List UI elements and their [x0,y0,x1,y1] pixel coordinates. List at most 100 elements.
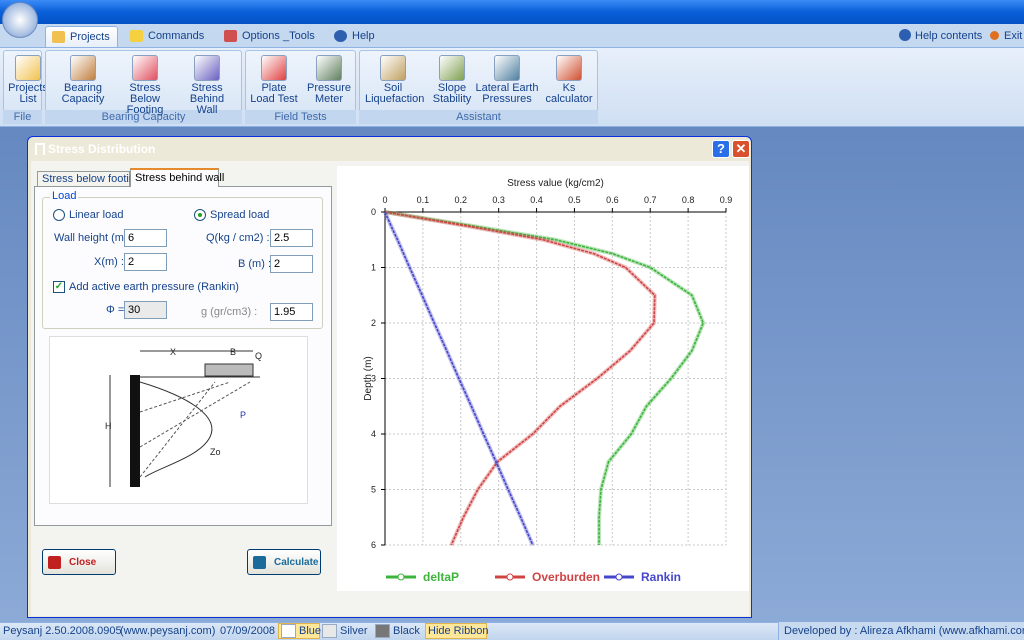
status-item: (www.peysanj.com) [120,625,216,637]
ribbon-button[interactable]: Bearing Capacity [58,53,108,109]
checkbox-label[interactable]: Add active earth pressure (Rankin) [69,281,239,293]
field-label: g (gr/cm3) : [201,306,258,318]
footing [204,363,254,377]
dialog-icon [35,143,45,155]
text-input[interactable]: 2 [270,255,313,273]
ribbon-button-label: Soil Liquefaction [365,82,425,105]
ribbon-button-label: Ks calculator [545,82,593,105]
tab-label: Help [352,30,375,42]
ribbon-button-label: Bearing Capacity [61,82,105,105]
close-button[interactable]: Close [42,549,116,575]
radio-button[interactable] [53,209,65,221]
y-tick-label: 3 [371,374,376,384]
legend-label: Overburden [532,570,600,584]
ribbon-group-label: Field Tests [245,110,356,124]
dashed-line [139,381,251,448]
theme-label[interactable]: Blue [299,625,322,637]
x-tick-label: 0.6 [606,195,619,205]
text-input[interactable]: 6 [124,229,167,247]
hide-ribbon[interactable]: Hide Ribbon [425,623,489,639]
status-item: 07/09/2008 [220,625,276,637]
ribbon-button[interactable]: Stress Below Footing [113,53,177,116]
ribbon-tab[interactable]: Commands [124,26,212,48]
ribbon-group-label: File [3,110,42,124]
radio-button[interactable] [194,209,206,221]
series-line [384,211,656,546]
ribbon-button[interactable]: Slope Stability [430,53,474,109]
wall [130,375,140,487]
ribbon-button-icon [494,55,520,81]
theme-label[interactable]: Black [393,625,420,637]
field-label: Q(kg / cm2) : [206,232,270,244]
exit[interactable]: Exit [1004,30,1023,42]
figure-label: Q [255,351,262,361]
chart-area: Stress value (kg/cm2) Depth (m) 0 0.1 0.2 0.3… [337,166,749,591]
series-line [384,211,534,546]
figure-label: Zo [210,447,221,457]
ribbon-button-label: Projects List [8,82,48,105]
figure: X B Q P H Zo [49,336,308,504]
button-label: Calculate [274,557,319,568]
figure-label: X [170,347,176,357]
ribbon-tab[interactable]: Help [328,26,384,48]
tab-inactive[interactable]: Stress below footing [37,171,141,187]
linear-load-label[interactable]: Linear load [69,209,124,221]
ribbon-button[interactable]: Stress Behind Wall [178,53,236,116]
ribbon-tab[interactable]: Projects [45,26,118,48]
app-orb[interactable] [2,2,38,38]
spread-load-label[interactable]: Spread load [210,209,270,221]
ribbon-button[interactable]: Lateral Earth Pressures [475,53,539,109]
ribbon-button-icon [556,55,582,81]
tab-icon [224,30,237,42]
y-tick-label: 2 [371,318,376,328]
y-tick-label: 6 [371,540,376,550]
y-tick-label: 5 [371,485,376,495]
calculate-button[interactable]: Calculate [247,549,321,575]
series-line [384,211,705,545]
ribbon-button-label: Lateral Earth Pressures [475,82,539,105]
text-input[interactable]: 2.5 [270,229,313,247]
ribbon-button[interactable]: Ks calculator [543,53,595,109]
y-tick-label: 0 [371,207,376,217]
text-input[interactable]: 30 [124,301,167,319]
theme-swatch[interactable] [281,624,296,638]
ribbon-button[interactable]: Pressure Meter [304,53,354,109]
theme-swatch[interactable] [322,624,337,638]
x-tick-label: 0.9 [720,195,733,205]
ribbon-tab[interactable]: Options _Tools [218,26,320,48]
exit-icon[interactable] [990,31,999,40]
checkbox[interactable]: ✓ [53,281,65,293]
ribbon-button[interactable]: Plate Load Test [250,53,298,109]
ribbon-button-label: Plate Load Test [250,82,298,105]
legend-label: deltaP [423,570,459,584]
ribbon-button[interactable]: Projects List [6,53,50,109]
theme-swatch[interactable] [375,624,390,638]
field-label: Φ = [106,304,125,316]
theme-label[interactable]: Silver [340,625,368,637]
ribbon-button-label: Pressure Meter [306,82,352,105]
radio-dot [198,213,202,217]
dashed-line [139,381,216,478]
chart: Stress value (kg/cm2) Depth (m) 0 0.1 0.2 0.3… [363,178,733,584]
y-tick-label: 1 [371,263,376,273]
button-icon [48,556,61,569]
ribbon-button[interactable]: Soil Liquefaction [365,53,425,109]
help-contents[interactable]: Help contents [915,30,983,42]
help-button[interactable]: ? [712,140,730,158]
help-icon[interactable] [899,29,911,41]
x-tick-label: 0.2 [455,195,468,205]
text-input[interactable]: 1.95 [270,303,313,321]
legend-marker [397,573,405,581]
tab-label: Commands [148,30,205,42]
tab-active[interactable]: Stress behind wall [130,168,224,187]
load-groupbox [42,197,323,329]
close-x-button[interactable]: ✕ [732,140,750,158]
x-axis-title: Stress value (kg/cm2) [507,178,604,189]
ribbon-button-icon [439,55,465,81]
x-tick-label: 0.8 [682,195,695,205]
legend-marker [615,573,623,581]
text-input[interactable]: 2 [124,253,167,271]
ribbon-button-icon [132,55,158,81]
figure-label: P [240,410,246,420]
